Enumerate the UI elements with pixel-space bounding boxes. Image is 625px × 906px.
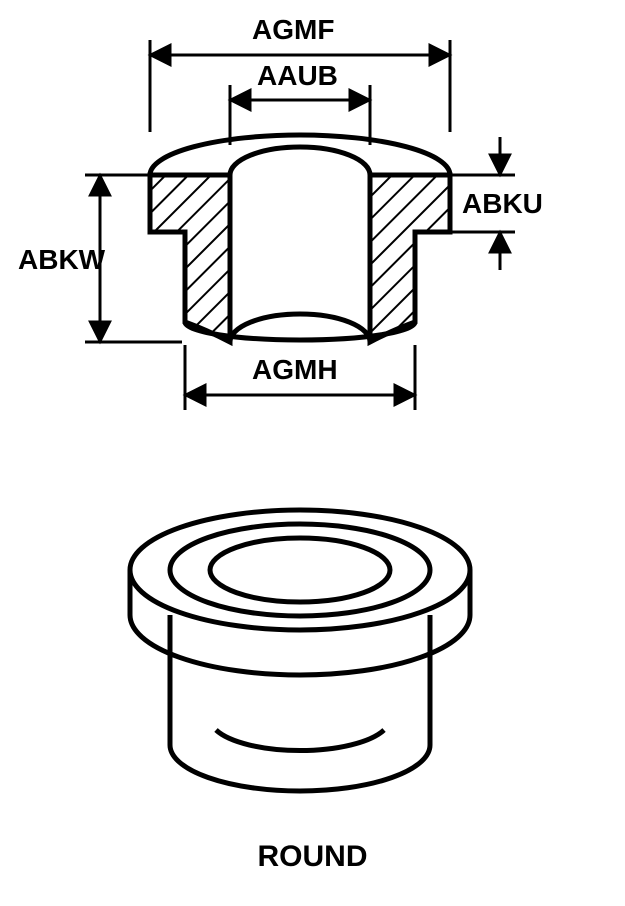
section-view [150, 135, 450, 342]
caption: ROUND [0, 840, 625, 874]
label-abkw: ABKW [18, 244, 105, 276]
iso-bore-top [210, 538, 390, 602]
bore-top-arc [230, 147, 370, 175]
iso-view [130, 510, 470, 791]
section-hatch-left [150, 175, 230, 342]
flange-top-arc [150, 135, 450, 175]
label-abku: ABKU [462, 188, 543, 220]
label-aaub: AAUB [257, 60, 338, 92]
label-agmh: AGMH [252, 354, 338, 386]
drawing-svg [0, 0, 625, 906]
iso-bore-bottom-vis [216, 730, 384, 751]
diagram-page: AGMF AAUB ABKU ABKW AGMH ROUND [0, 0, 625, 906]
section-hatch-right [370, 175, 450, 342]
label-agmf: AGMF [252, 14, 334, 46]
